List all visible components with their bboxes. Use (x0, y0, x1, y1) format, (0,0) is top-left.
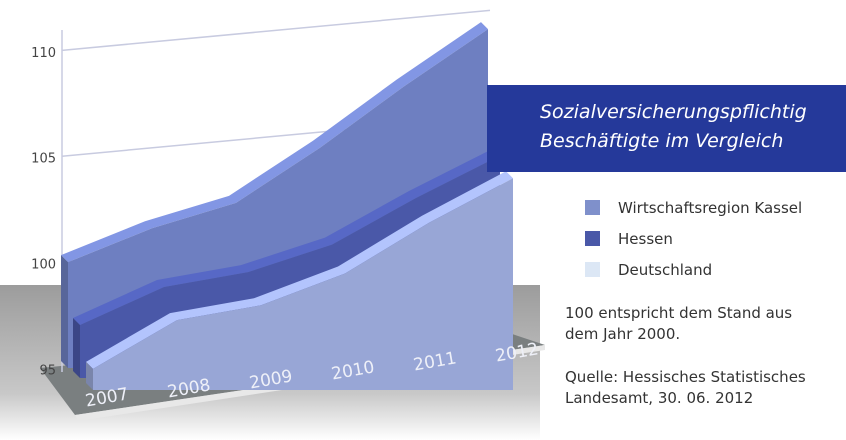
area-side (86, 361, 93, 390)
legend-label: Hessen (618, 230, 673, 248)
legend-label: Wirtschaftsregion Kassel (618, 199, 803, 217)
area (93, 178, 513, 390)
area-top (86, 171, 513, 369)
y-tick-label: 100 (31, 258, 56, 273)
note: 100 entspricht dem Stand aus dem Jahr 20… (565, 304, 793, 343)
legend-item: Wirtschaftsregion Kassel (585, 199, 802, 217)
y-tick-label: 105 (31, 152, 56, 167)
note: Quelle: Hessisches Statistisches Landesa… (565, 368, 806, 407)
area-side (73, 318, 80, 378)
title-box: Sozialversicherungspflichtig Beschäftigt… (487, 85, 846, 172)
legend-item: Hessen (585, 230, 673, 248)
legend-swatch (585, 200, 600, 215)
y-tick-label: 95 (39, 364, 56, 379)
legend-label: Deutschland (618, 261, 713, 279)
y-tick-label: 110 (31, 46, 56, 61)
legend-swatch (585, 231, 600, 246)
grid-line (61, 9, 491, 52)
area-top (73, 148, 500, 326)
area-side (61, 255, 68, 368)
legend-item: Deutschland (585, 261, 712, 279)
legend-swatch (585, 262, 600, 277)
chart-title: Sozialversicherungspflichtig Beschäftigt… (540, 101, 807, 152)
area-top (61, 22, 488, 263)
